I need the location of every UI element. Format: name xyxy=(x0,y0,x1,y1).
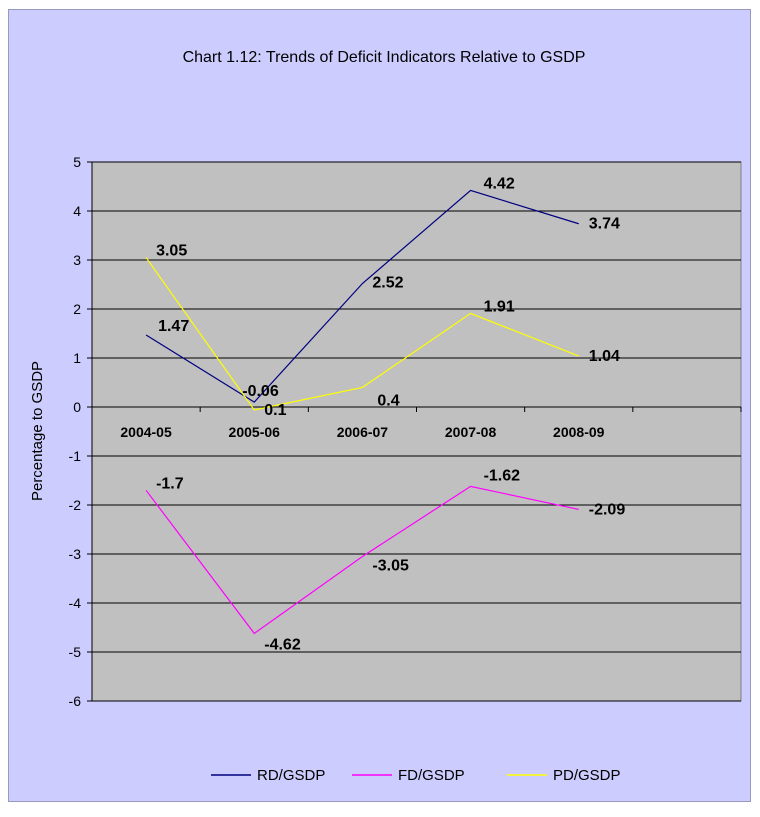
data-label: 1.91 xyxy=(484,298,515,315)
y-tick-label: -6 xyxy=(69,693,82,709)
data-label: 1.04 xyxy=(589,348,620,365)
series-line xyxy=(145,485,579,635)
plot-area xyxy=(91,161,742,702)
y-tick-label: 3 xyxy=(73,252,81,268)
data-label: 2.52 xyxy=(372,275,403,292)
x-category-label: 2004-05 xyxy=(120,424,172,440)
data-label: 3.05 xyxy=(156,243,187,260)
data-label: -1.62 xyxy=(484,467,521,484)
series-lines xyxy=(145,189,579,635)
data-label: 4.42 xyxy=(484,175,515,192)
x-category-label: 2008-09 xyxy=(553,424,605,440)
data-label: -3.05 xyxy=(372,557,409,574)
x-category-label: 2005-06 xyxy=(229,424,281,440)
y-tick-label: 2 xyxy=(73,301,81,317)
y-tick-label: -4 xyxy=(69,595,82,611)
legend-entry: PD/GSDP xyxy=(553,767,621,784)
y-tick-label: -3 xyxy=(69,546,82,562)
legend-entry: FD/GSDP xyxy=(398,767,465,784)
y-tick-label: -1 xyxy=(69,448,82,464)
legend: RD/GSDP FD/GSDP PD/GSDP xyxy=(211,767,621,784)
data-labels: 1.47 -0.06 2.52 4.42 3.74 -1.7 -4.62 -3.05 -1.62… xyxy=(156,175,625,653)
x-category-label: 2006-07 xyxy=(337,424,389,440)
data-label: 0.4 xyxy=(377,392,399,409)
y-tick-label: 4 xyxy=(73,203,81,219)
data-label: -4.62 xyxy=(264,636,301,653)
series-line xyxy=(145,189,579,403)
data-label: 0.1 xyxy=(264,402,286,419)
y-tick-label: 0 xyxy=(73,399,81,415)
data-label: 1.47 xyxy=(158,318,189,335)
y-axis-title: Percentage to GSDP xyxy=(29,361,46,501)
series-line xyxy=(145,257,579,411)
y-tick-label: 5 xyxy=(73,154,81,170)
data-label: 3.74 xyxy=(589,216,620,233)
y-tick-label: 1 xyxy=(73,350,81,366)
y-tick-label: -5 xyxy=(69,644,82,660)
data-label: -2.09 xyxy=(589,501,626,518)
x-category-label: 2007-08 xyxy=(445,424,497,440)
chart-title: Chart 1.12: Trends of Deficit Indicators… xyxy=(183,49,586,66)
y-tick-label: -2 xyxy=(69,497,82,513)
data-label: -1.7 xyxy=(156,475,184,492)
axes: 5 4 3 2 1 0 -1 -2 -3 -4 -5 -6 2004-05 2005-06 2006-07 2… xyxy=(69,154,742,709)
legend-entry: RD/GSDP xyxy=(257,767,325,784)
data-label: -0.06 xyxy=(242,383,279,400)
